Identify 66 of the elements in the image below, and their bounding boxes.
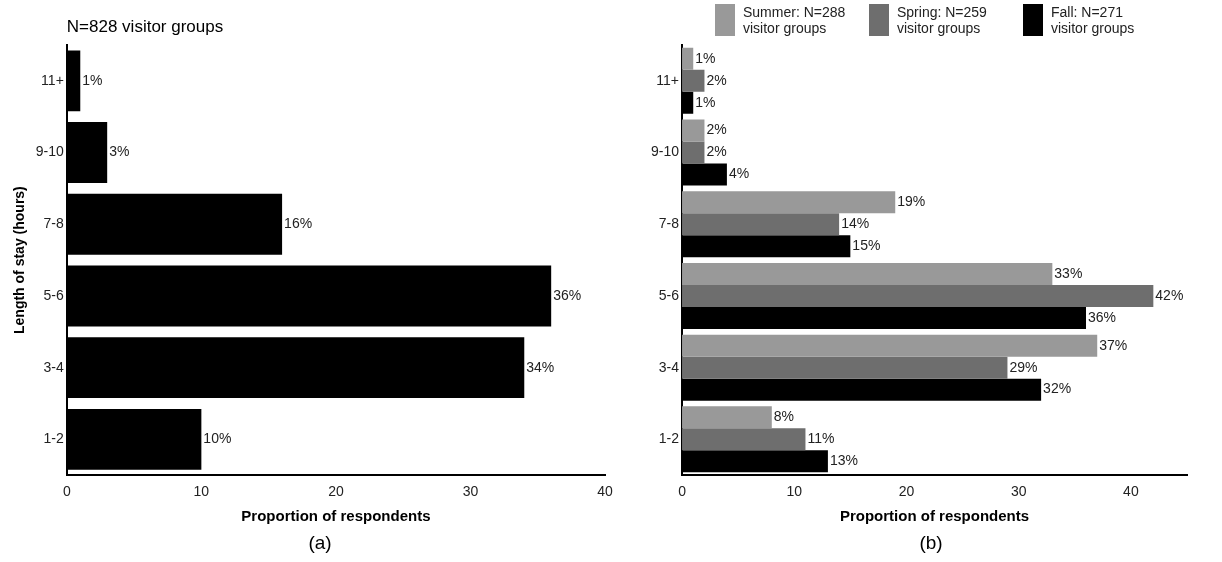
y-tick-label: 9-10: [35, 143, 65, 160]
x-axis-title: Proportion of respondents: [839, 507, 1030, 525]
y-tick-label: 11+: [41, 71, 64, 88]
bar: [682, 262, 1053, 285]
text: (b): [918, 532, 944, 554]
x-tick-label: 20: [898, 483, 915, 500]
bar: [682, 284, 1154, 307]
data-label: 36%: [1088, 308, 1117, 325]
data-label: 33%: [1054, 264, 1083, 281]
data-label: 37%: [1099, 336, 1128, 353]
data-label: 2%: [706, 121, 727, 138]
x-tick-label: 30: [1010, 483, 1027, 500]
data-label: 1%: [695, 93, 716, 110]
y-tick-label: 3-4: [658, 358, 680, 375]
legend-label: Spring: N=259 visitor groups: [897, 4, 988, 36]
bar: [682, 69, 705, 92]
data-label: 19%: [897, 193, 926, 210]
data-label: 1%: [695, 49, 716, 66]
x-tick-label: 0: [62, 483, 71, 500]
bar: [682, 213, 840, 236]
y-tick-label: 7-8: [43, 215, 65, 232]
y-tick-label: 9-10: [650, 143, 680, 160]
data-label: 15%: [852, 237, 881, 254]
y-tick-label: 5-6: [43, 286, 65, 303]
data-label: 42%: [1155, 286, 1184, 303]
y-tick-label: 1-2: [658, 430, 680, 447]
bar: [682, 428, 806, 451]
data-label: 3%: [109, 143, 130, 160]
data-label: 1%: [82, 71, 103, 88]
data-label: 34%: [526, 358, 555, 375]
data-label: 16%: [284, 215, 313, 232]
bar: [682, 191, 896, 214]
chart-title: N=828 visitor groups: [66, 16, 224, 36]
data-label: 32%: [1043, 380, 1072, 397]
data-label: 36%: [553, 286, 582, 303]
x-tick-label: 40: [1123, 483, 1139, 500]
x-tick-label: 10: [786, 483, 803, 500]
data-label: 2%: [706, 71, 727, 88]
x-tick-label: 30: [462, 483, 479, 500]
bar: [682, 141, 705, 164]
data-label: 10%: [203, 430, 232, 447]
bar: [682, 334, 1098, 357]
data-label: 13%: [829, 452, 858, 469]
x-tick-label: 10: [193, 483, 210, 500]
y-tick-label: 1-2: [43, 430, 65, 447]
x-tick-label: 20: [328, 483, 344, 500]
data-label: 14%: [841, 215, 870, 232]
legend-label: Fall: N=271 visitor groups: [1051, 4, 1136, 36]
legend-label: Summer: N=288 visitor groups: [743, 4, 847, 36]
data-label: 4%: [728, 165, 750, 182]
y-tick-label: 5-6: [658, 286, 680, 303]
data-label: 29%: [1009, 358, 1038, 375]
y-tick-label: 7-8: [658, 215, 680, 232]
x-tick-label: 40: [597, 483, 613, 500]
bar: [682, 119, 705, 142]
data-label: 11%: [807, 430, 835, 447]
y-tick-label: 11+: [656, 71, 680, 88]
y-axis-title: Length of stay (hours): [11, 186, 28, 334]
text: (a): [307, 532, 333, 554]
x-axis-title: Proportion of respondents: [241, 507, 431, 525]
bar: [682, 356, 1008, 379]
data-label: 8%: [773, 408, 795, 425]
y-tick-label: 3-4: [43, 358, 65, 375]
bar: [682, 406, 772, 429]
x-tick-label: 0: [678, 483, 687, 500]
data-label: 2%: [706, 143, 727, 160]
